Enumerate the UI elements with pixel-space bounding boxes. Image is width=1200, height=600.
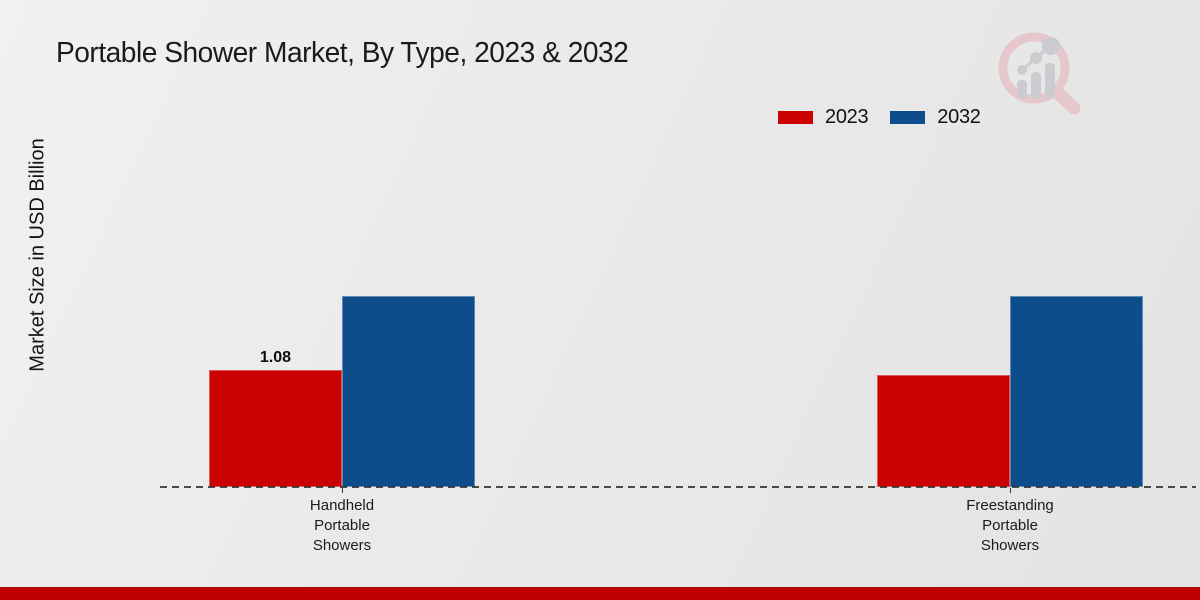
category-label-handheld-portable-showers: Handheld Portable Showers bbox=[309, 497, 375, 554]
bar-value-label: 1.08 bbox=[259, 349, 292, 366]
chart-title: Portable Shower Market, By Type, 2023 & … bbox=[56, 37, 629, 69]
x-axis-tick bbox=[1010, 488, 1011, 493]
x-axis-tick bbox=[342, 488, 343, 493]
bar-2023-handheld-portable-showers bbox=[209, 370, 342, 487]
bar-2032-handheld-portable-showers bbox=[342, 296, 475, 487]
bar-2032-freestanding-portable-showers bbox=[1010, 296, 1143, 487]
legend-swatch-2032 bbox=[890, 111, 926, 124]
chart-legend: 2023 2032 bbox=[778, 106, 981, 129]
legend-entry-2023: 2023 bbox=[778, 106, 869, 129]
legend-label-2023: 2023 bbox=[825, 106, 869, 128]
bottom-red-band bbox=[0, 587, 1200, 600]
bar-2023-freestanding-portable-showers bbox=[877, 375, 1010, 487]
legend-label-2032: 2032 bbox=[937, 106, 981, 128]
legend-entry-2032: 2032 bbox=[890, 106, 981, 129]
category-label-freestanding-portable-showers: Freestanding Portable Showers bbox=[966, 497, 1054, 554]
baseline-dashed-line bbox=[160, 486, 1196, 488]
legend-swatch-2023 bbox=[778, 111, 813, 124]
magnifier-bar-chart-logo-icon bbox=[998, 32, 1081, 115]
